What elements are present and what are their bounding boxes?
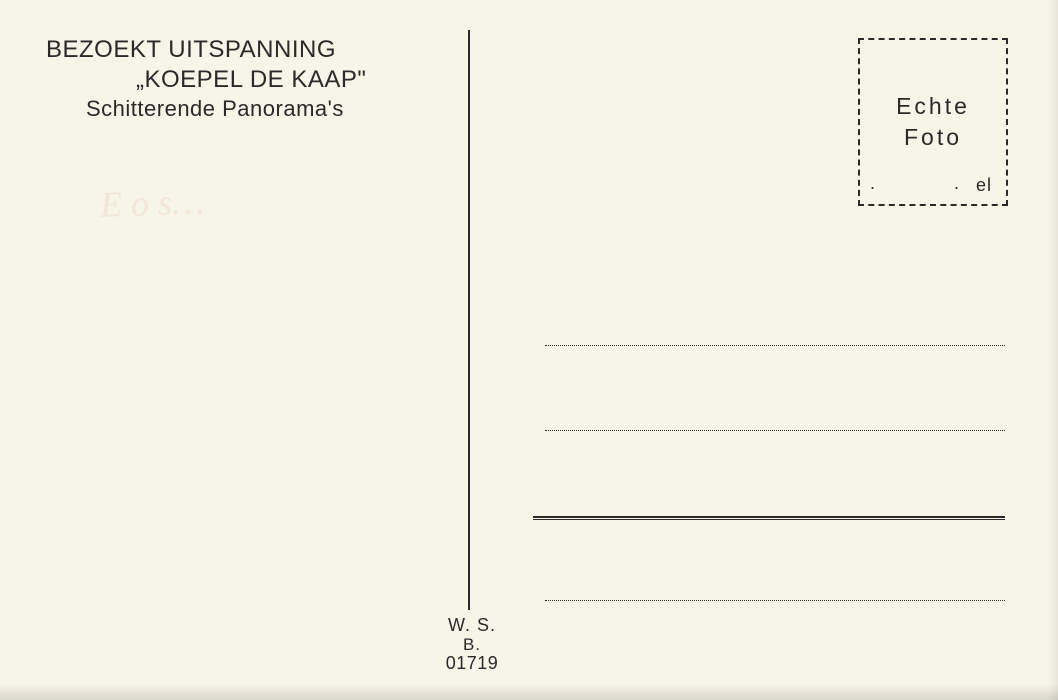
stamp-text-1: Echte <box>896 93 970 120</box>
edge-shadow-bottom <box>0 684 1058 700</box>
address-line-4 <box>545 600 1005 601</box>
edge-shadow-right <box>1048 0 1058 700</box>
postcard-back: BEZOEKT UITSPANNING „KOEPEL DE KAAP" Sch… <box>0 0 1058 700</box>
header-line-1: BEZOEKT UITSPANNING <box>46 36 366 64</box>
publisher-line-3: 01719 <box>442 654 502 674</box>
header-block: BEZOEKT UITSPANNING „KOEPEL DE KAAP" Sch… <box>46 36 366 122</box>
stamp-dot-left: . <box>870 173 878 194</box>
address-line-2 <box>545 430 1005 431</box>
address-line-1 <box>545 345 1005 346</box>
stamp-dot-right: . <box>954 173 962 194</box>
header-line-3: Schitterende Panorama's <box>86 96 366 122</box>
publisher-mark: W. S. B. 01719 <box>442 616 502 674</box>
header-line-2: „KOEPEL DE KAAP" <box>136 66 366 94</box>
address-line-3-top <box>533 516 1005 518</box>
stamp-corner-text: el <box>976 175 992 196</box>
faint-pencil-mark: E o s… <box>99 180 204 226</box>
stamp-text-2: Foto <box>904 124 962 151</box>
publisher-line-2: B. <box>442 636 502 655</box>
publisher-line-1: W. S. <box>442 616 502 636</box>
stamp-box: Echte Foto . . el <box>858 38 1008 206</box>
address-line-3-bottom <box>533 519 1005 520</box>
vertical-divider <box>468 30 470 610</box>
